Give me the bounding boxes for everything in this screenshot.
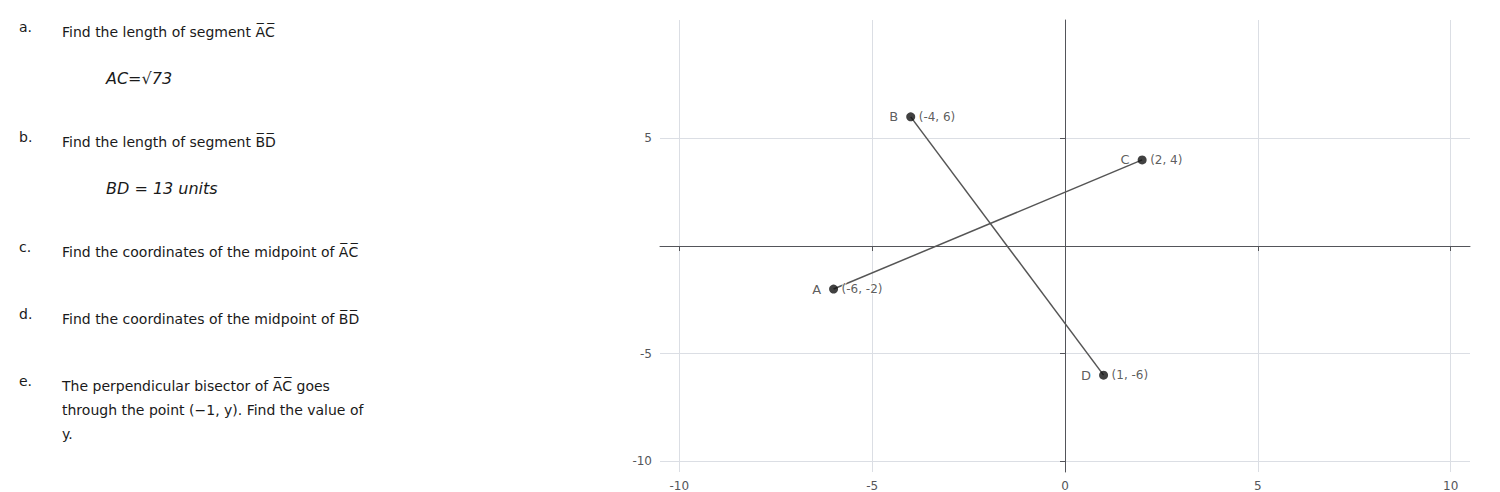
svg-text:D: D	[1081, 368, 1091, 383]
svg-text:10: 10	[1443, 479, 1458, 492]
svg-text:(1, -6): (1, -6)	[1112, 368, 1149, 382]
svg-text:AC=√73: AC=√73	[105, 69, 172, 88]
svg-text:(-6, -2): (-6, -2)	[842, 282, 883, 296]
svg-text:-10: -10	[669, 479, 689, 492]
svg-text:5: 5	[1254, 479, 1262, 492]
svg-text:5: 5	[644, 131, 652, 145]
svg-text:-5: -5	[866, 479, 878, 492]
svg-text:Find the length of segment B̅D: Find the length of segment B̅D̅	[62, 133, 276, 150]
svg-text:B: B	[889, 109, 898, 124]
svg-text:e.: e.	[19, 373, 32, 389]
svg-text:-5: -5	[640, 347, 652, 361]
svg-text:c.: c.	[19, 239, 31, 255]
svg-text:a.: a.	[19, 19, 32, 35]
svg-text:Find the coordinates of the mi: Find the coordinates of the midpoint of …	[62, 310, 359, 327]
svg-text:(2, 4): (2, 4)	[1150, 153, 1182, 167]
svg-text:b.: b.	[19, 129, 32, 145]
svg-text:A: A	[812, 282, 821, 297]
svg-text:0: 0	[1061, 479, 1069, 492]
svg-text:The perpendicular bisector of: The perpendicular bisector of A̅C̅ goes	[61, 377, 330, 394]
svg-text:Find the length of segment A̅C: Find the length of segment A̅C̅	[62, 23, 275, 40]
svg-text:Find the coordinates of the mi: Find the coordinates of the midpoint of …	[62, 243, 359, 260]
svg-text:BD = 13 units: BD = 13 units	[106, 179, 218, 198]
svg-text:through the point (−1, y). Fin: through the point (−1, y). Find the valu…	[62, 402, 365, 418]
svg-text:-10: -10	[632, 454, 652, 468]
svg-text:y.: y.	[62, 426, 73, 442]
svg-text:C: C	[1121, 152, 1130, 167]
svg-text:(-4, 6): (-4, 6)	[919, 110, 956, 124]
svg-text:d.: d.	[19, 306, 32, 322]
